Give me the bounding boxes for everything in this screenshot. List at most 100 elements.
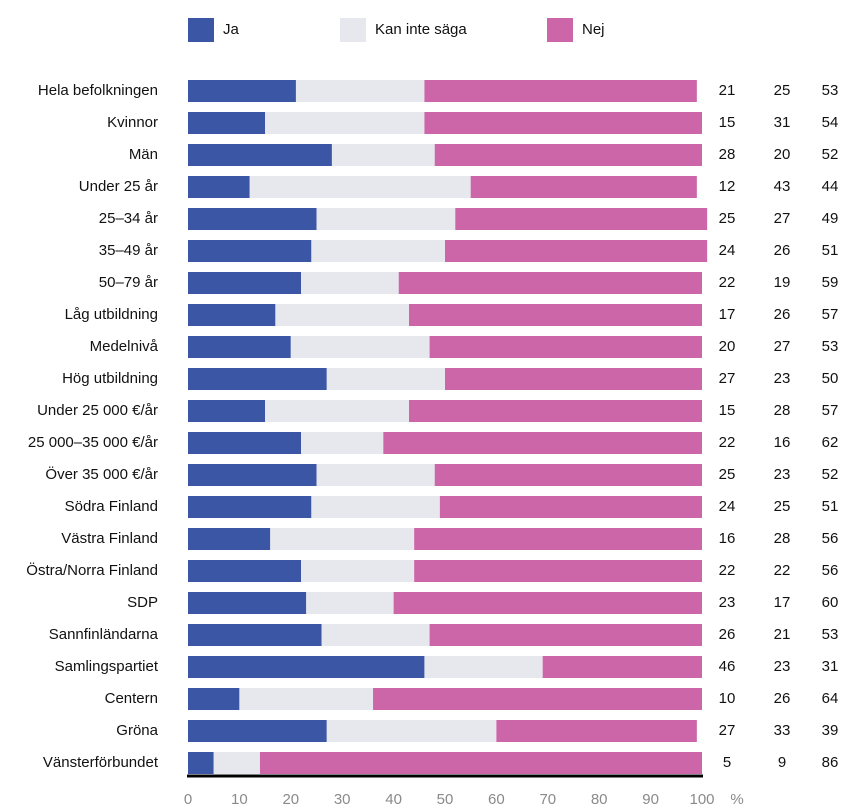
value-label: 64: [822, 690, 839, 707]
bar-segment: [188, 336, 291, 358]
value-label: 53: [822, 338, 839, 355]
bar-segment: [188, 272, 302, 294]
bar-segment: [270, 528, 415, 550]
category-label: Samlingspartiet: [55, 658, 159, 675]
value-label: 23: [774, 658, 791, 675]
value-label: 25: [719, 466, 736, 483]
value-label: 44: [822, 178, 839, 195]
bar-segment: [265, 400, 410, 422]
bar-segment: [188, 112, 266, 134]
value-label: 25: [774, 498, 791, 515]
value-label: 26: [719, 626, 736, 643]
bar-segment: [188, 432, 302, 454]
bar-segment: [188, 528, 271, 550]
value-label: 57: [822, 306, 839, 323]
bar-segment: [316, 464, 435, 486]
value-label: 59: [822, 274, 839, 291]
category-label: Gröna: [116, 722, 158, 739]
bar-segment: [414, 560, 702, 582]
category-label: Vänsterförbundet: [43, 754, 159, 771]
value-label: 22: [719, 434, 736, 451]
value-label: 26: [774, 690, 791, 707]
value-label: 56: [822, 562, 839, 579]
bar-segment: [188, 368, 327, 390]
value-label: 52: [822, 466, 839, 483]
bar-segment: [265, 112, 425, 134]
value-label: 27: [774, 338, 791, 355]
bar-segment: [321, 624, 430, 646]
value-label: 26: [774, 306, 791, 323]
category-label: Sannfinländarna: [49, 626, 159, 643]
bar-segment: [455, 208, 708, 230]
bar-segment: [326, 368, 445, 390]
bar-segment: [424, 112, 702, 134]
bar-segment: [316, 208, 456, 230]
value-label: 15: [719, 402, 736, 419]
x-tick-label: 70: [539, 791, 556, 808]
value-label: 17: [774, 594, 791, 611]
bar-segment: [424, 80, 697, 102]
bar-segment: [213, 752, 260, 774]
bar-segment: [429, 336, 702, 358]
legend-swatch: [340, 18, 366, 42]
bar-segment: [311, 240, 445, 262]
bar-segment: [326, 720, 497, 742]
legend-label: Nej: [582, 21, 605, 38]
value-label: 22: [719, 274, 736, 291]
bar-segment: [409, 304, 702, 326]
value-label: 27: [719, 370, 736, 387]
value-label: 21: [719, 82, 736, 99]
x-axis-label: %: [730, 791, 743, 808]
bar-segment: [275, 304, 410, 326]
x-tick-label: 90: [642, 791, 659, 808]
value-label: 24: [719, 242, 736, 259]
x-tick-label: 10: [231, 791, 248, 808]
bar-segment: [301, 272, 399, 294]
category-label: Låg utbildning: [65, 306, 158, 323]
category-label: Hela befolkningen: [38, 82, 158, 99]
category-label: 50–79 år: [99, 274, 158, 291]
bar-segment: [188, 496, 312, 518]
bar-segment: [301, 432, 384, 454]
value-label: 24: [719, 498, 736, 515]
value-label: 23: [774, 370, 791, 387]
bar-segment: [445, 368, 702, 390]
value-label: 23: [774, 466, 791, 483]
value-label: 39: [822, 722, 839, 739]
value-label: 50: [822, 370, 839, 387]
value-label: 53: [822, 626, 839, 643]
value-label: 10: [719, 690, 736, 707]
bar-segment: [188, 400, 266, 422]
x-tick-label: 100: [689, 791, 714, 808]
category-label: Under 25 000 €/år: [37, 402, 158, 419]
category-label: Västra Finland: [61, 530, 158, 547]
bar-segment: [188, 464, 317, 486]
value-label: 60: [822, 594, 839, 611]
bar-segment: [409, 400, 702, 422]
x-tick-label: 40: [385, 791, 402, 808]
value-label: 57: [822, 402, 839, 419]
bar-segment: [188, 176, 250, 198]
legend-label: Ja: [223, 21, 240, 38]
bar-segment: [434, 464, 702, 486]
bar-segment: [311, 496, 440, 518]
x-tick-label: 20: [282, 791, 299, 808]
value-label: 53: [822, 82, 839, 99]
bar-segment: [188, 240, 312, 262]
bar-segment: [373, 688, 702, 710]
bar-segment: [542, 656, 702, 678]
value-label: 16: [719, 530, 736, 547]
bar-segment: [188, 144, 332, 166]
value-label: 20: [719, 338, 736, 355]
value-label: 56: [822, 530, 839, 547]
category-label: 25 000–35 000 €/år: [28, 434, 158, 451]
category-label: Östra/Norra Finland: [26, 561, 158, 579]
value-label: 28: [774, 530, 791, 547]
bar-segment: [259, 752, 702, 774]
category-label: Över 35 000 €/år: [45, 465, 158, 483]
category-label: 35–49 år: [99, 242, 158, 259]
bar-segment: [429, 624, 702, 646]
bar-segment: [188, 688, 240, 710]
bar-segment: [188, 752, 214, 774]
bar-segment: [306, 592, 394, 614]
